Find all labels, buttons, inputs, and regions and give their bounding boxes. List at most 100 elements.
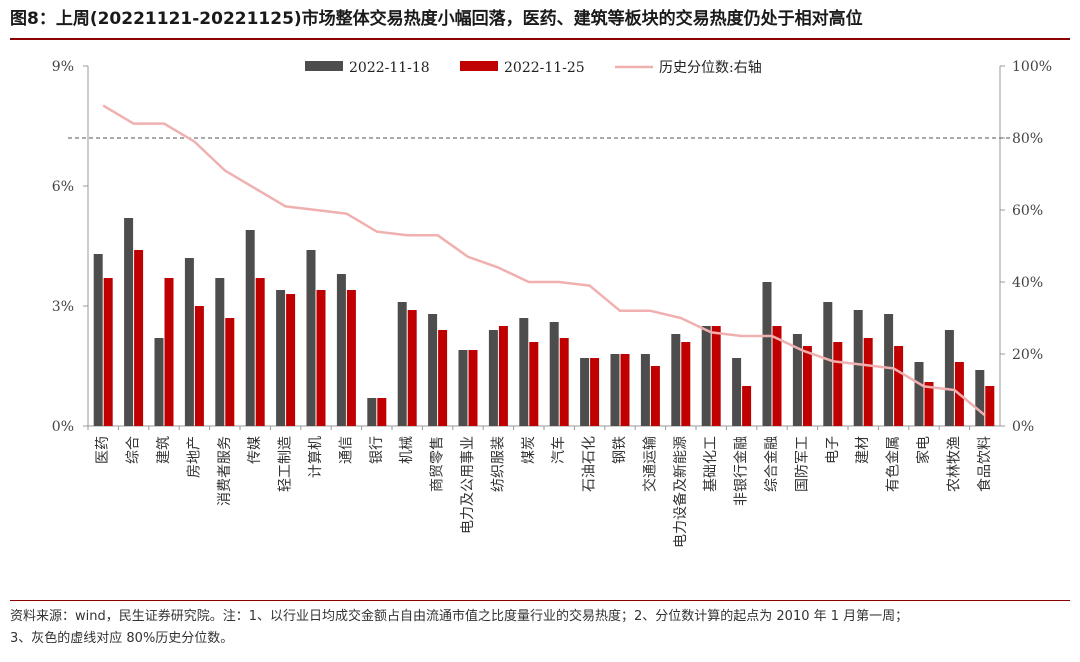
category-label: 石油石化: [582, 436, 598, 492]
footer-divider: [10, 600, 1070, 601]
bar-2022-11-25: [103, 278, 113, 426]
bar-2022-11-25: [286, 294, 296, 426]
legend-label: 2022-11-25: [504, 60, 585, 76]
category-label: 电力设备及新能源: [672, 436, 689, 548]
category-label: 商贸零售: [430, 436, 446, 492]
bar-2022-11-18: [245, 230, 255, 426]
bar-2022-11-25: [316, 290, 326, 426]
bar-2022-11-18: [671, 334, 681, 426]
legend-swatch: [305, 61, 343, 71]
bar-2022-11-25: [620, 354, 630, 426]
bar-2022-11-25: [863, 338, 873, 426]
category-label: 煤炭: [521, 436, 537, 464]
bar-2022-11-18: [762, 282, 772, 426]
bar-2022-11-18: [884, 314, 894, 426]
category-label: 国防军工: [794, 436, 810, 492]
category-label: 综合金融: [764, 436, 780, 492]
legend-label: 历史分位数:右轴: [659, 60, 762, 76]
bar-2022-11-25: [711, 326, 721, 426]
category-label: 综合: [126, 436, 142, 464]
bar-2022-11-18: [306, 250, 316, 426]
source-note-line-2: 3、灰色的虚线对应 80%历史分位数。: [10, 631, 234, 646]
y-left-tick-label: 0%: [52, 419, 74, 435]
bar-2022-11-25: [194, 306, 204, 426]
bar-2022-11-25: [833, 342, 843, 426]
y-left-tick-label: 6%: [52, 179, 74, 195]
bar-2022-11-18: [428, 314, 438, 426]
bar-2022-11-25: [894, 346, 904, 426]
bar-2022-11-25: [407, 310, 417, 426]
category-label: 传媒: [247, 436, 263, 464]
chart-title: 图8：上周(20221121-20221125)市场整体交易热度小幅回落，医药、…: [10, 9, 863, 29]
category-label: 消费者服务: [217, 436, 233, 506]
category-label: 农林牧渔: [946, 436, 962, 492]
bar-2022-11-18: [610, 354, 620, 426]
bar-2022-11-18: [184, 258, 194, 426]
bar-2022-11-25: [164, 278, 174, 426]
bar-2022-11-25: [742, 386, 752, 426]
bar-line-chart: 0% 3% 6% 9% 0% 20% 40% 60% 80% 100% 医药 综合 建筑 房地产 消费者服务…: [52, 59, 1052, 548]
bar-2022-11-25: [650, 366, 660, 426]
legend-label: 2022-11-18: [349, 60, 430, 76]
y-right-tick-label: 60%: [1012, 203, 1043, 219]
bar-2022-11-25: [346, 290, 356, 426]
bar-2022-11-25: [772, 326, 782, 426]
bar-2022-11-18: [944, 330, 954, 426]
legend-swatch: [460, 61, 498, 71]
bar-2022-11-18: [549, 322, 559, 426]
category-label: 通信: [338, 436, 354, 464]
bar-2022-11-18: [215, 278, 225, 426]
bar-2022-11-18: [124, 218, 134, 426]
bar-2022-11-18: [336, 274, 346, 426]
bar-2022-11-25: [924, 382, 934, 426]
bar-2022-11-18: [914, 362, 924, 426]
category-label: 建材: [855, 436, 871, 464]
bar-2022-11-18: [701, 326, 711, 426]
category-label: 食品饮料: [976, 436, 993, 492]
y-right-tick-label: 100%: [1012, 59, 1052, 75]
bar-2022-11-18: [853, 310, 863, 426]
bar-2022-11-25: [681, 342, 691, 426]
bar-2022-11-25: [377, 398, 387, 426]
category-label: 医药: [95, 436, 111, 464]
bar-2022-11-18: [154, 338, 164, 426]
bar-2022-11-18: [367, 398, 377, 426]
category-label: 房地产: [186, 436, 202, 478]
category-label: 家电: [915, 436, 932, 464]
bar-2022-11-25: [255, 278, 265, 426]
category-label: 交通运输: [641, 436, 658, 492]
y-right-tick-label: 20%: [1012, 347, 1043, 363]
percentile-line: [102, 104, 986, 417]
category-label: 非银行金融: [734, 436, 750, 506]
bar-2022-11-25: [225, 318, 235, 426]
bar-2022-11-25: [134, 250, 144, 426]
category-label: 纺织服装: [490, 436, 506, 492]
y-right-tick-label: 80%: [1012, 131, 1043, 147]
category-label: 有色金属: [885, 436, 902, 492]
y-left-tick-label: 9%: [52, 59, 74, 75]
bar-2022-11-18: [276, 290, 286, 426]
category-label: 基础化工: [702, 436, 719, 492]
bar-2022-11-18: [792, 334, 802, 426]
bar-2022-11-25: [529, 342, 539, 426]
bar-2022-11-18: [397, 302, 407, 426]
bar-2022-11-18: [823, 302, 833, 426]
category-label: 银行: [369, 436, 385, 464]
y-left-tick-label: 3%: [52, 299, 74, 315]
category-label: 电子: [825, 436, 841, 464]
bar-2022-11-25: [498, 326, 508, 426]
bar-2022-11-18: [732, 358, 742, 426]
category-label: 建筑: [156, 436, 172, 464]
source-note-line-1: 资料来源：wind，民生证券研究院。注：1、以行业日均成交金额占自由流通市值之比…: [10, 609, 909, 624]
category-label: 轻工制造: [278, 436, 294, 492]
category-label: 钢铁: [612, 436, 628, 464]
bar-2022-11-25: [438, 330, 448, 426]
category-label: 电力及公用事业: [460, 436, 476, 534]
bar-2022-11-25: [802, 346, 812, 426]
bar-2022-11-18: [519, 318, 529, 426]
y-right-tick-label: 0%: [1012, 419, 1034, 435]
bar-2022-11-25: [559, 338, 569, 426]
bar-2022-11-25: [590, 358, 600, 426]
bar-2022-11-25: [985, 386, 995, 426]
y-right-tick-label: 40%: [1012, 275, 1043, 291]
